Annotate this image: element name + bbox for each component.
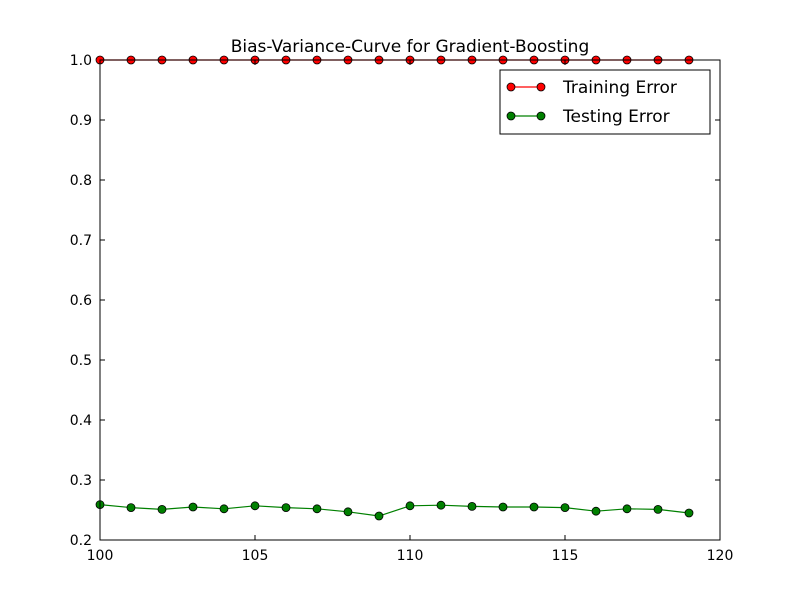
series-1-point — [529, 502, 539, 512]
series-1-point — [188, 502, 198, 512]
legend-box — [499, 69, 711, 135]
y-tick-label: 0.8 — [70, 173, 92, 189]
legend: Training Error Testing Error — [499, 69, 711, 135]
legend-marker-0 — [536, 82, 546, 92]
series-1-point — [591, 506, 601, 516]
y-tick-label: 1.0 — [70, 53, 92, 69]
series-1-point — [126, 503, 136, 513]
series-1-point — [157, 504, 167, 514]
legend-marker-1 — [536, 111, 546, 121]
series-1-point — [343, 507, 353, 517]
series-1-point — [622, 504, 632, 514]
legend-marker-0 — [506, 82, 516, 92]
x-tick-label: 110 — [397, 548, 424, 564]
series-1-point — [560, 503, 570, 513]
plot-area — [95, 55, 694, 521]
legend-label-1: Testing Error — [562, 107, 670, 127]
series-1-point — [374, 511, 384, 521]
y-tick-label: 0.4 — [70, 413, 92, 429]
series-1-point — [250, 501, 260, 511]
y-tick-label: 0.3 — [70, 473, 92, 489]
x-tick-label: 105 — [242, 548, 269, 564]
series-1-point — [498, 502, 508, 512]
y-tick-label: 0.6 — [70, 293, 92, 309]
legend-marker-1 — [506, 111, 516, 121]
x-tick-label: 115 — [552, 548, 579, 564]
series-1-point — [219, 504, 229, 514]
y-tick-label: 0.9 — [70, 113, 92, 129]
axes: 100 105 110 115 120 0.2 0.3 0.4 0.5 0.6 0.7 0.8 0.9 1… — [70, 53, 734, 564]
series-1-point — [312, 504, 322, 514]
y-tick-label: 0.2 — [70, 533, 92, 549]
series-1-point — [467, 501, 477, 511]
series-1-point — [684, 508, 694, 518]
series-line-1 — [99, 504, 690, 517]
x-tick-label: 100 — [87, 548, 114, 564]
series-1-point — [653, 504, 663, 514]
x-tick-label: 120 — [707, 548, 734, 564]
legend-label-0: Training Error — [562, 78, 677, 98]
y-tick-label: 0.5 — [70, 353, 92, 369]
series-1-point — [281, 503, 291, 513]
series-1-point — [405, 501, 415, 511]
series-1-point — [436, 500, 446, 510]
chart-title: Bias-Variance-Curve for Gradient-Boostin… — [231, 37, 590, 57]
y-tick-label: 0.7 — [70, 233, 92, 249]
